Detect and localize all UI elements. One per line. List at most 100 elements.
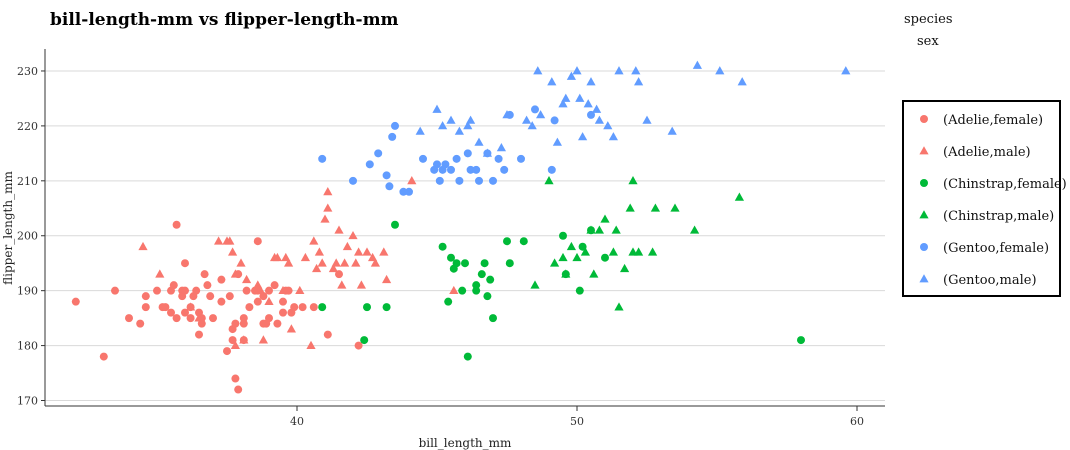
data-point bbox=[415, 126, 425, 135]
data-point bbox=[446, 115, 456, 124]
data-point bbox=[452, 259, 461, 268]
data-point bbox=[155, 269, 165, 278]
data-point bbox=[239, 314, 248, 323]
data-point bbox=[614, 302, 624, 311]
data-point bbox=[111, 286, 119, 295]
data-point bbox=[625, 203, 635, 212]
data-point bbox=[486, 275, 495, 284]
data-point bbox=[472, 281, 481, 290]
data-point bbox=[670, 203, 680, 212]
data-point bbox=[169, 281, 178, 290]
y-tick-label: 210 bbox=[17, 175, 38, 188]
data-point bbox=[489, 314, 497, 323]
legend-heading-species: species bbox=[904, 12, 953, 27]
legend-marker bbox=[920, 243, 928, 251]
data-point bbox=[256, 285, 266, 295]
data-point bbox=[181, 259, 189, 268]
gridlines bbox=[45, 70, 885, 402]
data-point bbox=[141, 303, 150, 312]
data-point bbox=[209, 314, 217, 323]
data-point bbox=[342, 241, 352, 251]
data-point bbox=[472, 286, 481, 295]
data-point bbox=[558, 252, 568, 262]
data-point bbox=[444, 297, 453, 306]
data-point bbox=[230, 340, 240, 349]
data-point bbox=[281, 252, 291, 262]
x-ticks: 40 50 60 bbox=[290, 406, 864, 428]
data-point bbox=[407, 176, 417, 185]
data-point bbox=[186, 302, 196, 311]
data-point bbox=[138, 241, 148, 251]
data-point bbox=[667, 126, 677, 135]
data-point bbox=[547, 77, 557, 86]
data-point bbox=[270, 281, 279, 290]
data-point bbox=[242, 286, 251, 295]
data-point bbox=[318, 154, 327, 163]
data-point bbox=[192, 286, 201, 295]
axes bbox=[44, 49, 885, 407]
data-point bbox=[608, 247, 618, 256]
data-point bbox=[306, 340, 316, 349]
data-point bbox=[477, 270, 486, 279]
legend-marker bbox=[919, 146, 929, 155]
data-point bbox=[608, 132, 618, 141]
data-point bbox=[99, 352, 108, 361]
data-point bbox=[194, 313, 204, 322]
legend-heading-sex: sex bbox=[917, 34, 939, 49]
data-point bbox=[461, 259, 469, 268]
data-point bbox=[385, 182, 394, 191]
data-point bbox=[527, 121, 537, 130]
data-point bbox=[195, 330, 203, 339]
data-point bbox=[351, 258, 361, 267]
data-point bbox=[225, 236, 235, 245]
data-point bbox=[239, 335, 249, 344]
data-point bbox=[323, 187, 333, 196]
data-point bbox=[458, 286, 467, 295]
data-point bbox=[186, 314, 195, 323]
y-axis-label: flipper_length_mm bbox=[1, 171, 15, 285]
legend-marker bbox=[920, 179, 928, 187]
data-point bbox=[141, 292, 150, 301]
data-point bbox=[432, 104, 442, 113]
data-point bbox=[572, 252, 582, 262]
data-point bbox=[435, 176, 444, 185]
data-point bbox=[231, 319, 240, 328]
data-point bbox=[253, 237, 262, 246]
data-point bbox=[578, 132, 588, 141]
data-point bbox=[230, 269, 240, 278]
data-point bbox=[634, 77, 644, 86]
data-point bbox=[388, 132, 397, 141]
data-point bbox=[200, 270, 209, 279]
data-point bbox=[536, 110, 546, 119]
data-point bbox=[264, 296, 274, 306]
data-point bbox=[472, 165, 481, 174]
data-point bbox=[125, 314, 133, 323]
data-point bbox=[320, 214, 330, 223]
data-point bbox=[368, 252, 378, 262]
data-point bbox=[136, 319, 145, 328]
data-point bbox=[245, 303, 254, 312]
data-point bbox=[273, 319, 282, 328]
data-points bbox=[71, 60, 851, 394]
data-point bbox=[354, 341, 363, 350]
legend-label: (Adelie,male) bbox=[943, 145, 1031, 160]
legend-label: (Adelie,female) bbox=[943, 113, 1043, 128]
data-point bbox=[566, 71, 576, 80]
data-point bbox=[399, 187, 408, 196]
legend-marker bbox=[920, 115, 928, 123]
data-point bbox=[466, 165, 475, 174]
data-point bbox=[253, 297, 262, 306]
data-point bbox=[587, 110, 595, 119]
data-point bbox=[575, 93, 585, 102]
y-tick-label: 170 bbox=[17, 395, 38, 408]
legend-label: (Gentoo,female) bbox=[943, 241, 1049, 256]
legend-box bbox=[902, 100, 1061, 297]
data-point bbox=[153, 286, 161, 295]
data-point bbox=[365, 160, 374, 169]
data-point bbox=[650, 203, 660, 212]
data-point bbox=[449, 285, 459, 295]
data-point bbox=[317, 258, 327, 267]
data-point bbox=[452, 154, 461, 163]
x-tick-label: 60 bbox=[850, 415, 864, 428]
data-point bbox=[382, 274, 392, 284]
